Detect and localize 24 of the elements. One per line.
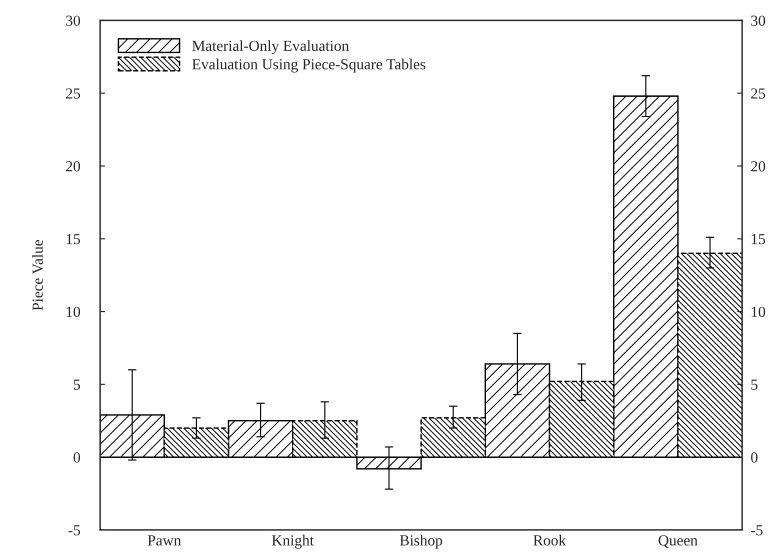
y-tick-label: 5 [74,380,80,390]
y2-tick-label: 10 [752,306,766,318]
y2-tick-label: 15 [752,234,766,244]
y-tick-label: 10 [66,306,80,318]
legend-label: Evaluation Using Piece-Square Tables [192,58,426,73]
x-tick-label: Queen [658,535,698,548]
y-tick-label: 15 [66,234,80,244]
legend-label: Material-Only Evaluation [192,40,349,54]
y2-tick-label: 25 [751,88,766,99]
y2-tick-label: 5 [751,380,758,390]
y2-tick-label: 0 [751,452,758,463]
y-tick-label: 0 [74,452,80,463]
y-tick-label: 30 [66,16,80,26]
x-tick-label: Rook [533,534,566,546]
x-tick-label: Bishop [400,534,442,549]
y-tick-label: -5 [68,525,80,536]
y-tick-label: 25 [66,88,80,99]
y2-tick-label: -5 [751,525,763,536]
y2-tick-label: 20 [751,161,766,172]
y-axis-title: Piece Value [32,240,43,310]
y-tick-label: 20 [66,161,80,172]
y2-tick-label: 30 [751,16,766,26]
x-tick-label: Knight [272,534,314,549]
x-tick-label: Pawn [148,535,182,546]
